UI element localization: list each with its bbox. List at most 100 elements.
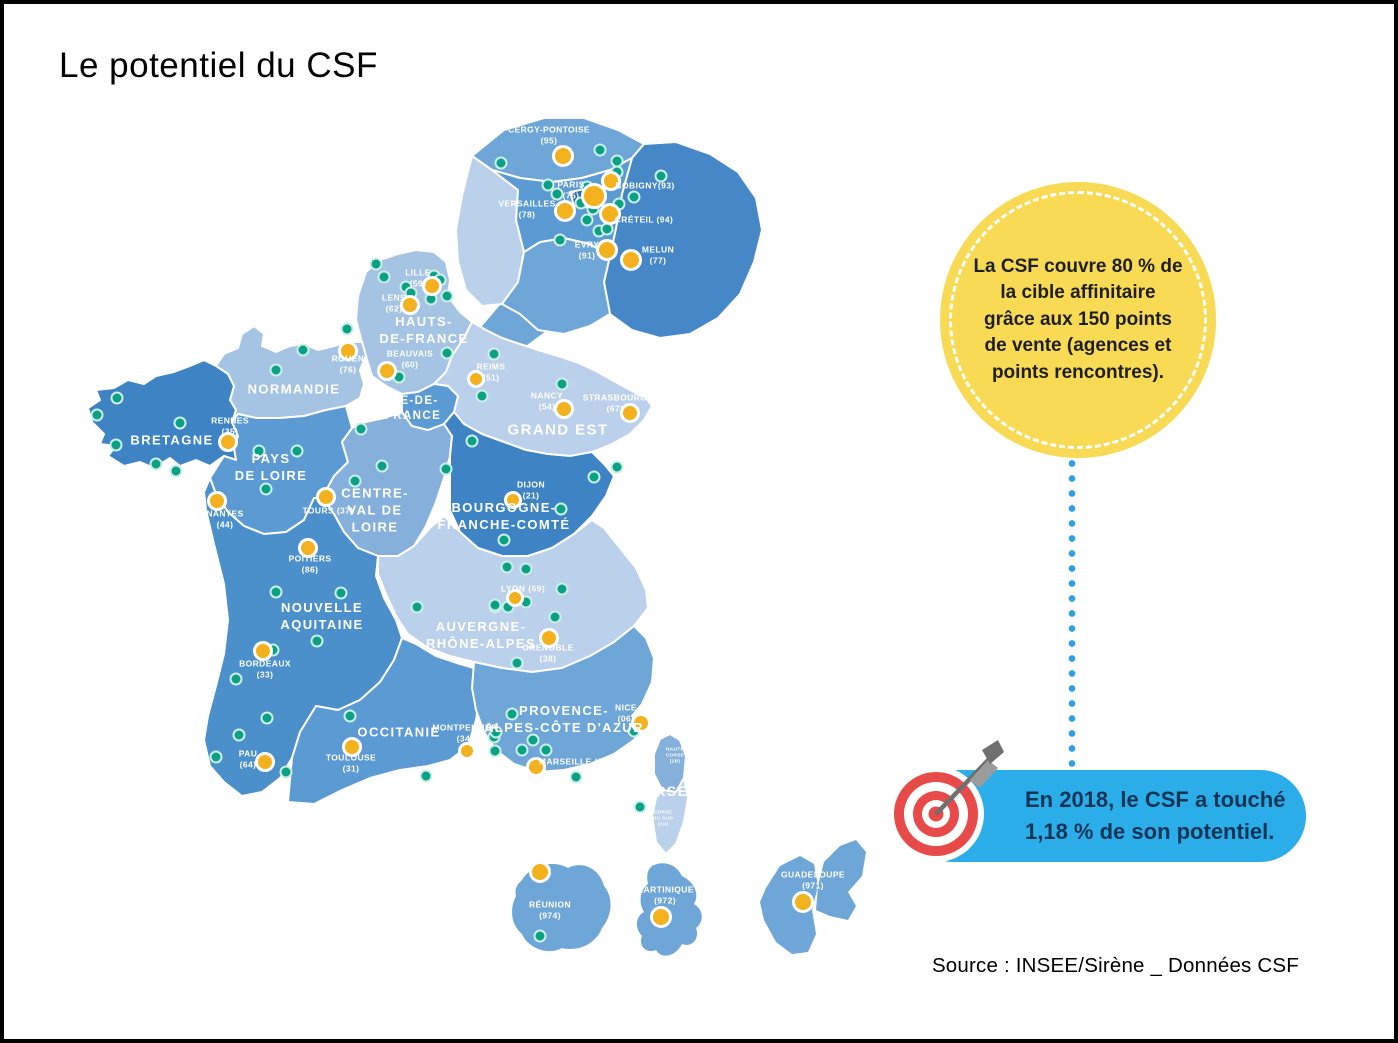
- dart-fletch-1: [970, 760, 998, 788]
- city-dot-reunion: [529, 861, 551, 883]
- member-point: [439, 462, 453, 476]
- map-overlay: CERGY-PONTOISE (95) PARIS (75) BOBIGNY(93) VE…: [4, 4, 1394, 1039]
- region-label-pays-de-loire: PAYS DE LOIRE: [234, 451, 308, 483]
- member-point: [440, 289, 454, 303]
- member-point: [519, 562, 533, 576]
- region-label-centre-val-de-loire: CENTRE- VAL DE LOIRE: [341, 485, 409, 535]
- member-point: [488, 744, 502, 758]
- region-label-auvergne-rhone-alpes: AUVERGNE- RHÔNE-ALPES: [425, 619, 537, 651]
- member-point: [654, 169, 668, 183]
- city-label-lyon: LYON (69): [501, 583, 545, 594]
- island-guadeloupe-east: [816, 840, 866, 920]
- city-label-rennes: RENNES (35): [211, 415, 249, 437]
- city-label-rouen: ROUEN (76): [331, 353, 365, 375]
- city-dot-poitiers: [298, 538, 318, 558]
- member-point: [550, 187, 564, 201]
- member-point: [173, 416, 187, 430]
- city-label-reims: REIMS (51): [476, 361, 506, 383]
- member-point: [497, 533, 511, 547]
- region-label-normandie: NORMANDIE: [247, 381, 341, 397]
- member-point: [260, 711, 274, 725]
- city-label-lille: LILLE (59): [405, 267, 431, 289]
- city-label-nancy: NANCY (54): [530, 390, 564, 412]
- city-label-lens: LENS (62): [381, 292, 407, 314]
- region-bourgogne-franche-comte: [443, 411, 615, 557]
- member-point: [279, 765, 293, 779]
- region-label-ile-de-france: ÎLE-DE- FRANCE: [384, 395, 442, 422]
- city-label-montpellier: MONTPELLIER (34): [432, 722, 498, 744]
- region-label-hauts-de-france: HAUTS- DE-FRANCE: [379, 314, 469, 346]
- region-label-bourgogne-franche-comte: BOURGOGNE- FRANCHE-COMTÉ: [437, 500, 571, 532]
- region-label-provence-alpes-cote-azur: PROVENCE- ALPES-CÔTE D'AZUR: [484, 703, 644, 735]
- member-point: [269, 585, 283, 599]
- region-corse-south: [651, 777, 689, 855]
- city-dot-versailles: [554, 200, 576, 222]
- region-label-corse: CORSE: [631, 782, 689, 799]
- coverage-callout: La CSF couvre 80 % de la cible affinitai…: [940, 182, 1216, 458]
- member-point: [296, 343, 310, 357]
- potential-callout-line1: En 2018, le CSF a touché: [1025, 787, 1286, 813]
- member-point: [348, 474, 362, 488]
- member-point: [369, 257, 383, 271]
- member-point: [526, 733, 540, 747]
- city-label-guadeloupe: GUADELOUPE (971): [781, 869, 845, 891]
- member-point: [290, 444, 304, 458]
- member-point: [580, 213, 594, 227]
- member-point: [627, 190, 641, 204]
- city-dot-melun: [620, 249, 642, 271]
- region-occitanie: [287, 637, 481, 805]
- city-dot-montpellier: [458, 742, 476, 760]
- region-label-nouvelle-aquitaine: NOUVELLE AQUITAINE: [280, 600, 364, 632]
- city-dot-strasbourg: [620, 403, 640, 423]
- city-dot-evry: [596, 239, 618, 261]
- member-point: [510, 656, 524, 670]
- city-dot-cergy-pontoise: [552, 145, 574, 167]
- city-dot-martinique: [650, 906, 672, 928]
- city-label-evry: ÉVRY (91): [574, 239, 600, 261]
- city-dot-rennes: [218, 432, 238, 452]
- city-dot-tours: [316, 487, 336, 507]
- member-point: [500, 560, 514, 574]
- city-label-beauvais: BEAUVAIS (60): [386, 348, 434, 370]
- member-point: [419, 769, 433, 783]
- city-dot-nice: [631, 713, 651, 733]
- member-point: [465, 434, 479, 448]
- member-point: [475, 389, 489, 403]
- member-point: [533, 929, 547, 943]
- city-dot-reims: [467, 370, 485, 388]
- member-point: [555, 377, 569, 391]
- member-point: [548, 610, 562, 624]
- city-label-paris: PARIS (75): [557, 179, 585, 201]
- member-point: [440, 346, 454, 360]
- member-point: [633, 800, 647, 814]
- city-label-melun: MELUN (77): [641, 244, 675, 266]
- member-point: [334, 586, 348, 600]
- region-label-occitanie: OCCITANIE: [357, 724, 441, 740]
- dashed-ring: [949, 191, 1207, 449]
- member-point: [487, 347, 501, 361]
- small-label-haute-corse: HAUTE CORSE (2B): [665, 747, 685, 766]
- member-point: [229, 672, 243, 686]
- member-point: [269, 363, 283, 377]
- city-label-nice: NICE (06): [615, 702, 637, 724]
- member-point: [569, 770, 583, 784]
- member-point: [610, 460, 624, 474]
- target-icon: [888, 740, 1004, 862]
- city-dot-guadeloupe: [792, 891, 814, 913]
- member-point: [494, 156, 508, 170]
- member-point: [539, 743, 553, 757]
- city-dot-beauvais: [377, 361, 397, 381]
- member-point: [149, 457, 163, 471]
- member-point: [259, 482, 273, 496]
- city-dot-lyon: [506, 589, 524, 607]
- member-point: [554, 502, 568, 516]
- island-reunion: [512, 864, 611, 952]
- city-dot-lens: [400, 295, 420, 315]
- city-label-versailles: VERSAILLES (78): [498, 198, 556, 220]
- city-dot-lille: [422, 276, 442, 296]
- member-point: [515, 743, 529, 757]
- city-label-bobigny: BOBIGNY(93): [615, 180, 675, 191]
- france-map: [87, 117, 866, 956]
- small-label-corse-du-sud: CORSE DU SUD (2A): [652, 810, 674, 829]
- member-point: [90, 408, 104, 422]
